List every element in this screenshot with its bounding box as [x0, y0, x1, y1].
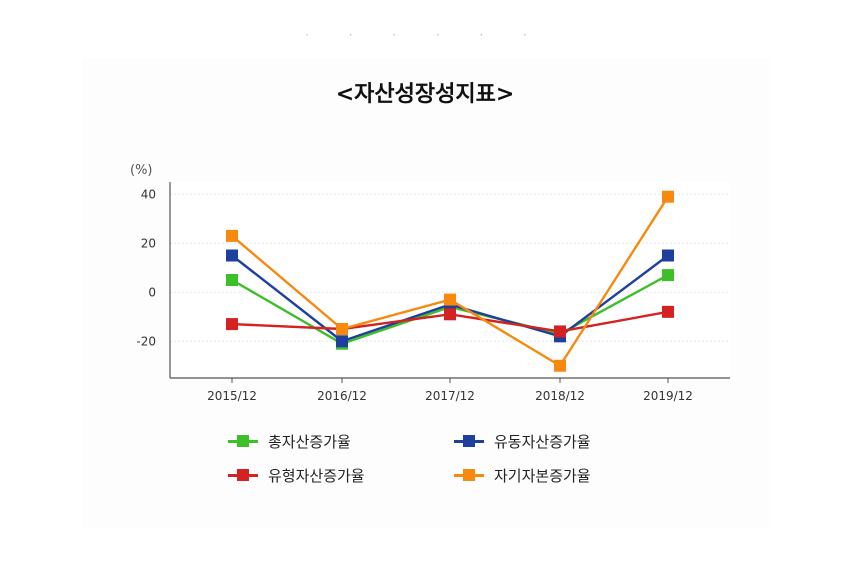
y-unit-label: (%)	[130, 163, 153, 178]
header-dots: · · · · · ·	[305, 28, 545, 42]
legend-item-total-assets: 총자산증가율	[228, 428, 351, 454]
legend-label: 자기자본증가율	[494, 466, 591, 485]
x-tick-label: 2015/12	[207, 389, 257, 403]
series-1-point	[226, 274, 238, 286]
series-2-point	[336, 335, 348, 348]
series-3-point	[554, 325, 566, 338]
legend-swatch-icon	[228, 468, 258, 482]
legend-label: 유동자산증가율	[494, 432, 591, 451]
x-tick-label: 2016/12	[317, 389, 367, 403]
series-2-point	[662, 249, 674, 262]
series-4-point	[336, 323, 348, 335]
legend-label: 유형자산증가율	[268, 466, 365, 485]
legend-item-equity: 자기자본증가율	[454, 462, 591, 488]
series-3-point	[444, 308, 456, 321]
series-4-point	[444, 293, 456, 306]
legend-swatch-icon	[454, 434, 484, 448]
y-tick-label: 0	[148, 285, 156, 299]
legend-swatch-icon	[454, 468, 484, 482]
y-tick-label: 20	[141, 236, 156, 250]
x-tick-label: 2017/12	[425, 389, 475, 403]
legend-item-tangible-assets: 유형자산증가율	[228, 462, 365, 488]
y-tick-label: -20	[136, 334, 156, 348]
series-3-point	[226, 318, 238, 331]
x-tick-label: 2019/12	[643, 389, 693, 403]
legend-item-current-assets: 유동자산증가율	[454, 428, 591, 454]
series-1-point	[662, 269, 674, 282]
plot-area	[170, 182, 730, 378]
x-tick-label: 2018/12	[535, 389, 585, 403]
legend-label: 총자산증가율	[268, 432, 351, 451]
chart-title: <자산성장성지표>	[335, 82, 515, 107]
series-4-point	[662, 190, 674, 203]
legend-swatch-icon	[228, 434, 258, 448]
series-2-point	[226, 249, 238, 262]
series-4-point	[554, 359, 566, 372]
series-3-point	[662, 305, 674, 318]
y-tick-label: 40	[141, 187, 156, 201]
chart-legend: 총자산증가율 유동자산증가율 유형자산증가율 자기자본증가율	[228, 428, 688, 498]
series-4-point	[226, 229, 238, 242]
